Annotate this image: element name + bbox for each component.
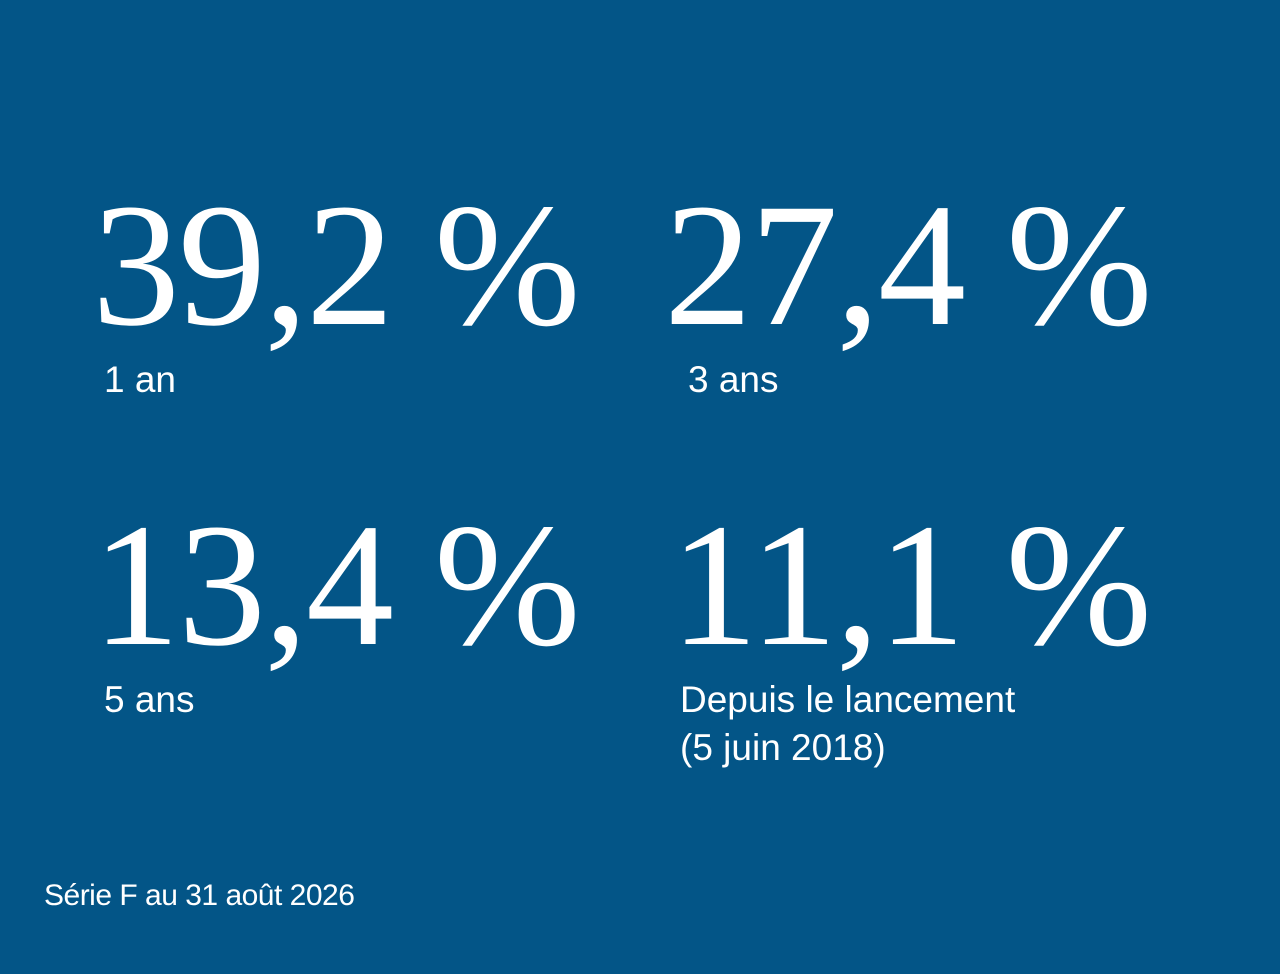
stat-label: 3 ans [688, 359, 779, 400]
stat-3-years: 27,4 % 3 ans [664, 168, 1153, 402]
stat-label-date: (5 juin 2018) [680, 727, 886, 768]
stat-value: 27,4 % [664, 168, 1153, 363]
stat-label: 5 ans [104, 679, 195, 720]
stat-since-inception: 11,1 % Depuis le lancement (5 juin 2018) [670, 488, 1152, 770]
footnote: Série F au 31 août 2026 [44, 879, 355, 912]
stat-label: 1 an [104, 359, 177, 400]
stat-1-year: 39,2 % 1 an [92, 168, 581, 402]
stat-value: 39,2 % [92, 168, 581, 363]
stat-value: 11,1 % [670, 488, 1152, 683]
stat-label: Depuis le lancement [680, 679, 1016, 720]
stat-value: 13,4 % [92, 488, 581, 683]
stat-5-years: 13,4 % 5 ans [92, 488, 581, 722]
